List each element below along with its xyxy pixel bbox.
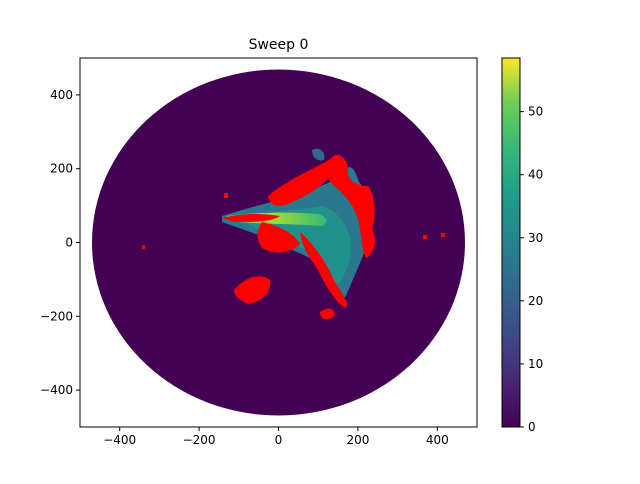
colorbar-ticks: 0 10 20 30 40 50	[520, 105, 543, 434]
flagged-overlay	[142, 154, 445, 320]
colorbar: 0 10 20 30 40 50	[501, 57, 543, 434]
x-tick-label: 0	[275, 433, 283, 447]
colorbar-tick-label: 20	[528, 294, 543, 308]
colorbar-tick-label: 40	[528, 168, 543, 182]
x-tick-label: −400	[103, 433, 136, 447]
y-tick-label: 0	[65, 236, 73, 250]
plot-area	[92, 69, 465, 416]
x-tick-label: 400	[426, 433, 449, 447]
y-tick-label: 400	[50, 88, 73, 102]
colorbar-tick-label: 50	[528, 105, 543, 119]
chart-title: Sweep 0	[249, 37, 309, 53]
y-axis: 400 200 0 −200 −400	[40, 88, 80, 397]
x-tick-label: −200	[183, 433, 216, 447]
x-tick-label: 200	[346, 433, 369, 447]
y-tick-label: −400	[40, 383, 73, 397]
y-tick-label: −200	[40, 309, 73, 323]
colorbar-tick-label: 30	[528, 231, 543, 245]
colorbar-tick-label: 0	[528, 420, 536, 434]
colorbar-gradient	[502, 58, 520, 427]
colorbar-frame	[501, 57, 521, 428]
x-axis: −400 −200 0 200 400	[103, 427, 449, 447]
colorbar-tick-label: 10	[528, 357, 543, 371]
y-tick-label: 200	[50, 162, 73, 176]
